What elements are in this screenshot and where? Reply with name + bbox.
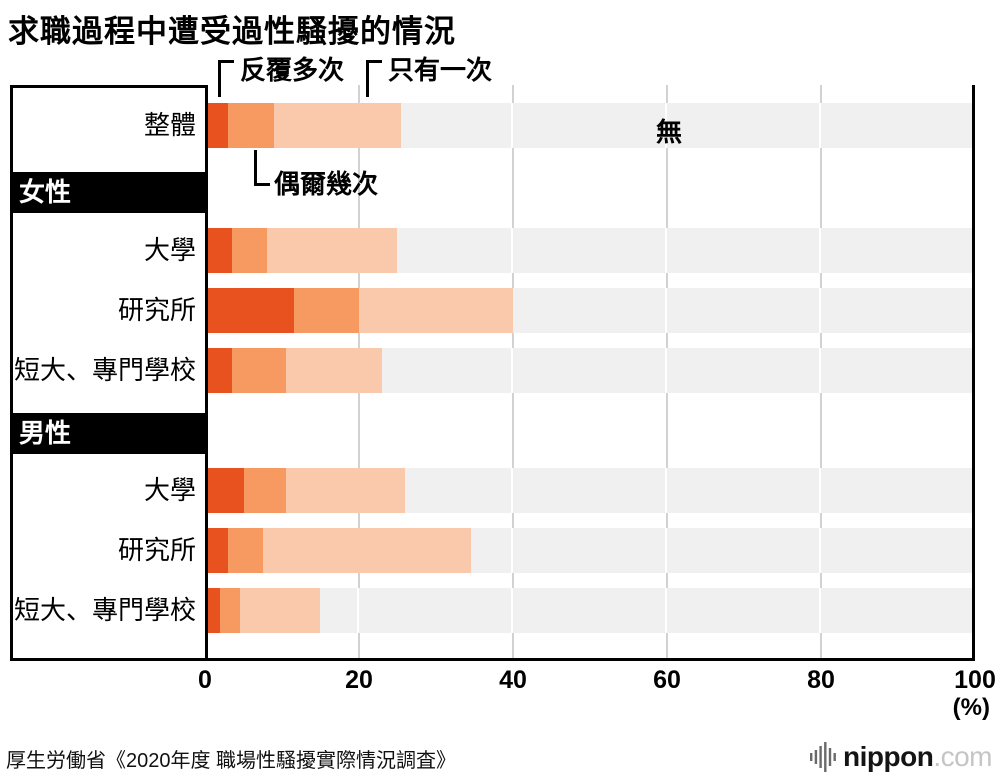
x-axis-ticks: 0 20 40 60 80 100 [0, 666, 1000, 696]
segment-once [239, 588, 321, 633]
bar-track-none [205, 588, 975, 633]
x-axis-line [10, 658, 975, 661]
section-header: 女性 [10, 172, 205, 213]
segment-repeated [205, 468, 244, 513]
bar-track-none [205, 103, 975, 148]
bar-row: 短大、專門學校 [0, 588, 1000, 633]
segment-once [274, 103, 402, 148]
segment-repeated [205, 288, 294, 333]
x-tick-label: 60 [653, 666, 681, 694]
soundwave-icon [810, 742, 836, 772]
bar-row: 研究所 [0, 528, 1000, 573]
bar-track-none [205, 528, 975, 573]
legend-label-none: 無 [656, 117, 683, 147]
right-border-line [972, 85, 975, 661]
segment-once [262, 528, 471, 573]
y-axis-line [205, 85, 208, 661]
segment-occasional [243, 468, 286, 513]
legend-label-repeated: 反覆多次 [240, 55, 345, 85]
x-tick-label: 100 [954, 666, 996, 694]
category-label: 整體 [143, 110, 196, 140]
segment-occasional [228, 103, 275, 148]
chart-title: 求職過程中遭受過性騷擾的情況 [8, 14, 456, 49]
x-tick-label: 0 [198, 666, 212, 694]
segment-occasional [220, 588, 240, 633]
segment-repeated [205, 588, 221, 633]
bar-row: 研究所 [0, 288, 1000, 333]
bar-row: 短大、專門學校 [0, 348, 1000, 393]
bar-track-none [205, 228, 975, 273]
logo-tld-text: .com [933, 741, 992, 772]
segment-occasional [231, 348, 286, 393]
bar-track-none [205, 288, 975, 333]
segment-occasional [293, 288, 359, 333]
x-tick-label: 40 [499, 666, 527, 694]
segment-once [285, 468, 406, 513]
bar-track-none [205, 348, 975, 393]
segment-repeated [205, 348, 232, 393]
category-label: 研究所 [117, 295, 196, 325]
segment-once [285, 348, 383, 393]
segment-once [266, 228, 398, 273]
section-header: 男性 [10, 413, 205, 454]
legend-label-once: 只有一次 [388, 55, 493, 85]
x-tick-label: 80 [807, 666, 835, 694]
legend-label-occasional: 偶爾幾次 [274, 169, 379, 199]
bar-row: 大學 [0, 228, 1000, 273]
segment-once [359, 288, 513, 333]
category-label: 研究所 [117, 535, 196, 565]
annotation-bracket-repeated [218, 60, 234, 97]
category-label: 短大、專門學校 [13, 595, 196, 625]
annotation-bracket-occasional [254, 150, 270, 186]
segment-repeated [205, 528, 229, 573]
source-caption: 厚生労働省《2020年度 職場性騷擾實際情況調査》 [6, 750, 457, 772]
nippon-logo: nippon .com [810, 740, 992, 774]
annotation-bracket-once [366, 60, 382, 97]
segment-repeated [205, 228, 232, 273]
label-column-frame [10, 85, 205, 660]
segment-occasional [231, 228, 267, 273]
segment-repeated [205, 103, 229, 148]
bar-row: 大學 [0, 468, 1000, 513]
bar-track-none [205, 468, 975, 513]
category-label: 大學 [143, 235, 196, 265]
x-tick-label: 20 [345, 666, 373, 694]
segment-occasional [228, 528, 263, 573]
category-label: 大學 [143, 475, 196, 505]
logo-name-text: nippon [843, 741, 934, 772]
x-axis-unit-label: (%) [952, 694, 990, 721]
bar-row: 整體 [0, 103, 1000, 148]
category-label: 短大、專門學校 [13, 355, 196, 385]
